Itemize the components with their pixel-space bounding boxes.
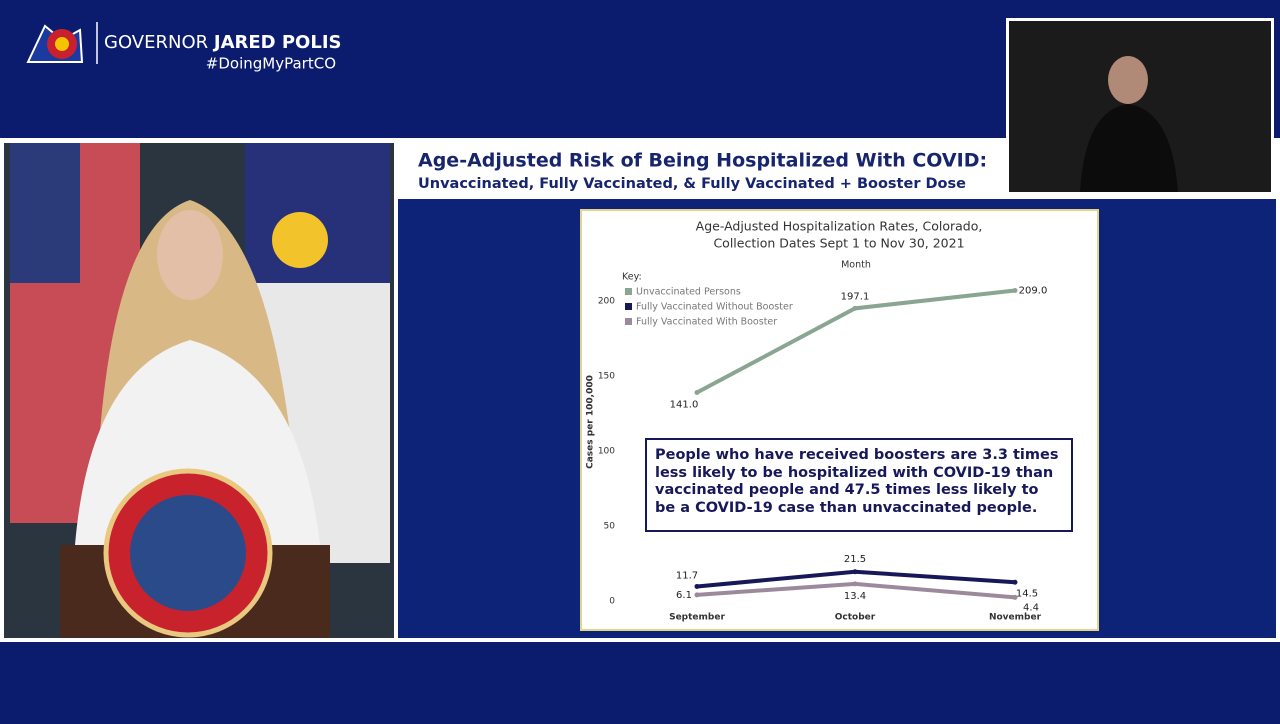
- logo: [26, 24, 84, 63]
- point: [694, 592, 700, 598]
- x-tick-label: October: [835, 613, 876, 623]
- legend-label: Fully Vaccinated Without Booster: [636, 302, 793, 313]
- data-label: 6.1: [676, 590, 692, 601]
- speaker: [157, 210, 223, 300]
- data-label: 209.0: [1019, 286, 1048, 297]
- chart-subtitle: Collection Dates Sept 1 to Nov 30, 2021: [713, 236, 964, 251]
- data-label: 4.4: [1023, 602, 1039, 613]
- data-label: 197.1: [841, 291, 870, 302]
- interpreter-figure: [1108, 56, 1148, 104]
- governor-name: JARED POLIS: [212, 32, 342, 53]
- state-seal: [130, 495, 246, 611]
- legend-swatch: [625, 318, 632, 325]
- data-label: 14.5: [1016, 588, 1038, 599]
- y-tick-label: 0: [609, 597, 615, 607]
- data-label: 21.5: [844, 554, 866, 565]
- legend-label: Unvaccinated Persons: [636, 287, 741, 298]
- flag: [10, 143, 80, 283]
- bottom-band: [0, 644, 1280, 720]
- point: [1012, 594, 1018, 600]
- y-tick-label: 50: [604, 522, 616, 532]
- point: [694, 583, 700, 589]
- x-tick-label: November: [989, 613, 1042, 623]
- point: [852, 581, 858, 587]
- y-tick-label: 200: [598, 297, 615, 307]
- governor-prefix: GOVERNOR: [104, 32, 208, 53]
- y-axis-title: Cases per 100,000: [586, 375, 596, 469]
- point: [852, 305, 858, 311]
- point: [1012, 579, 1018, 585]
- flag: [245, 143, 390, 283]
- point: [852, 569, 858, 575]
- legend-title: Key:: [622, 272, 642, 283]
- x-tick-label: September: [669, 613, 725, 623]
- interpreter-figure: [1080, 104, 1178, 192]
- point: [1012, 288, 1018, 293]
- legend-swatch: [625, 288, 632, 295]
- legend-label: Fully Vaccinated With Booster: [636, 317, 777, 328]
- chart-title: Age-Adjusted Hospitalization Rates, Colo…: [696, 219, 983, 234]
- y-tick-label: 100: [598, 447, 615, 457]
- data-label: 141.0: [670, 400, 699, 411]
- annotation: People who have received boosters are 3.…: [645, 438, 1073, 532]
- slide-subtitle: Unvaccinated, Fully Vaccinated, & Fully …: [418, 176, 966, 192]
- slide-title: Age-Adjusted Risk of Being Hospitalized …: [418, 150, 987, 172]
- data-label: 11.7: [676, 570, 698, 581]
- hashtag: #DoingMyPartCO: [206, 55, 336, 73]
- y-tick-label: 150: [598, 372, 615, 382]
- x-axis-title: Month: [841, 260, 871, 271]
- point: [694, 390, 700, 395]
- data-label: 13.4: [844, 591, 866, 602]
- governor-label: GOVERNOR JARED POLIS: [104, 32, 342, 53]
- chart-box: [580, 209, 1099, 631]
- legend-swatch: [625, 303, 632, 310]
- flag: [272, 212, 328, 268]
